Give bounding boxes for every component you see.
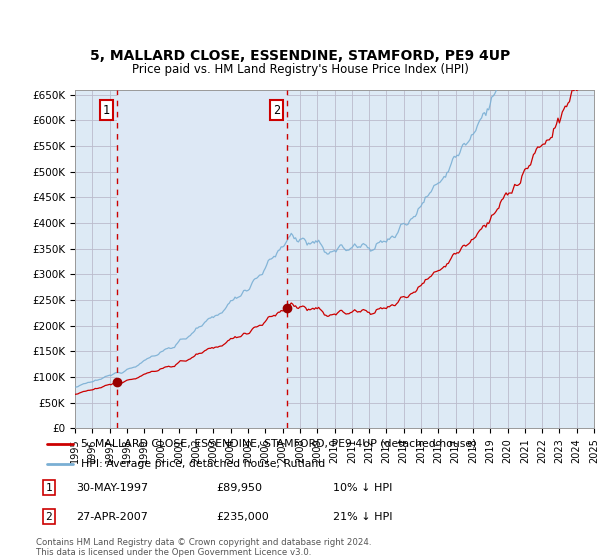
Text: 10% ↓ HPI: 10% ↓ HPI	[334, 483, 393, 493]
Text: £235,000: £235,000	[217, 512, 269, 522]
Text: Contains HM Land Registry data © Crown copyright and database right 2024.
This d: Contains HM Land Registry data © Crown c…	[36, 538, 371, 557]
Text: 2: 2	[273, 104, 280, 116]
Text: 1: 1	[103, 104, 110, 116]
Text: 5, MALLARD CLOSE, ESSENDINE, STAMFORD, PE9 4UP (detached house): 5, MALLARD CLOSE, ESSENDINE, STAMFORD, P…	[81, 439, 476, 449]
Bar	[117, 90, 287, 428]
Text: 21% ↓ HPI: 21% ↓ HPI	[334, 512, 393, 522]
Text: HPI: Average price, detached house, Rutland: HPI: Average price, detached house, Rutl…	[81, 459, 325, 469]
Text: Price paid vs. HM Land Registry's House Price Index (HPI): Price paid vs. HM Land Registry's House …	[131, 63, 469, 76]
Text: 30-MAY-1997: 30-MAY-1997	[76, 483, 148, 493]
Text: £89,950: £89,950	[217, 483, 263, 493]
Text: 2: 2	[46, 512, 52, 522]
Text: 27-APR-2007: 27-APR-2007	[76, 512, 148, 522]
Text: 1: 1	[46, 483, 52, 493]
Text: 5, MALLARD CLOSE, ESSENDINE, STAMFORD, PE9 4UP: 5, MALLARD CLOSE, ESSENDINE, STAMFORD, P…	[90, 49, 510, 63]
